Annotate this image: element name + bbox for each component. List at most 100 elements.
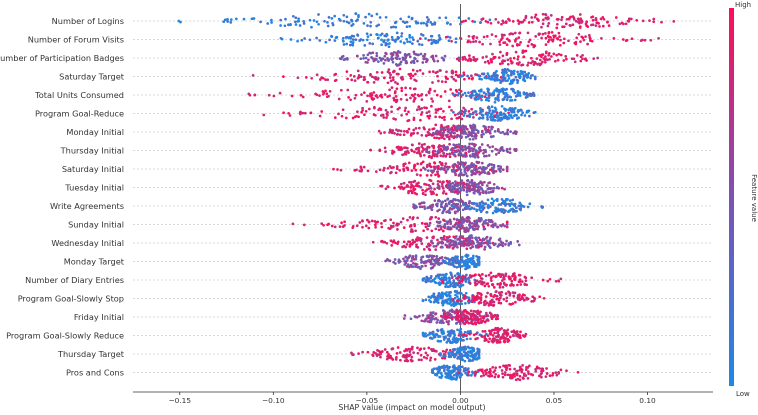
shap-dot xyxy=(504,272,508,276)
shap-dot xyxy=(390,131,394,135)
shap-dot xyxy=(387,355,391,359)
shap-dot xyxy=(397,36,401,40)
shap-dot xyxy=(426,145,430,149)
shap-dot xyxy=(388,88,391,92)
shap-dot xyxy=(457,265,461,268)
shap-dot xyxy=(486,291,489,295)
shap-dot xyxy=(511,116,514,120)
shap-dot xyxy=(463,330,467,334)
shap-dot xyxy=(586,42,589,46)
shap-dot xyxy=(353,169,357,172)
shap-dot xyxy=(465,337,469,341)
shap-dot xyxy=(533,110,537,114)
shap-dot xyxy=(392,96,396,100)
shap-dot xyxy=(474,295,478,299)
shap-dot xyxy=(379,93,383,97)
shap-dot xyxy=(489,21,493,25)
shap-dot xyxy=(439,296,443,300)
shap-dot xyxy=(538,58,542,62)
shap-dot xyxy=(531,373,535,377)
shap-dot xyxy=(483,330,487,333)
shap-dot xyxy=(422,334,426,338)
shap-dot xyxy=(532,63,536,66)
shap-dot xyxy=(341,225,345,228)
shap-dot xyxy=(355,54,359,58)
shap-dot xyxy=(400,185,404,189)
shap-dot xyxy=(349,98,352,102)
shap-dot xyxy=(385,116,388,119)
shap-dot xyxy=(363,113,366,117)
shap-dot xyxy=(468,131,472,135)
shap-dot xyxy=(431,127,435,131)
shap-dot xyxy=(450,308,454,312)
shap-dot xyxy=(432,149,436,153)
shap-dot xyxy=(407,127,411,131)
shap-dot xyxy=(509,99,512,102)
shap-dot xyxy=(436,328,439,332)
shap-dot xyxy=(324,78,327,81)
shap-dot xyxy=(473,352,477,356)
shap-dot xyxy=(278,91,282,95)
shap-dot xyxy=(472,55,475,59)
shap-dot xyxy=(443,166,446,170)
shap-dot xyxy=(475,208,479,212)
shap-dot xyxy=(436,179,440,183)
shap-dot xyxy=(352,353,355,356)
shap-dot xyxy=(508,19,511,22)
shap-dot xyxy=(486,59,490,63)
shap-dot xyxy=(541,32,545,36)
shap-dot xyxy=(491,91,495,95)
shap-dot xyxy=(475,238,478,242)
shap-dot xyxy=(481,272,484,276)
shap-dot xyxy=(494,17,498,21)
shap-dot xyxy=(386,185,390,188)
shap-dot xyxy=(595,21,599,25)
shap-dot xyxy=(503,331,506,334)
feature-swarm xyxy=(350,345,481,363)
shap-dot xyxy=(504,243,507,246)
shap-dot xyxy=(362,91,366,94)
shap-dot xyxy=(386,39,390,42)
shap-dot xyxy=(470,90,474,94)
shap-dot xyxy=(459,135,462,139)
shap-dot xyxy=(533,75,537,79)
shap-dot xyxy=(474,110,477,113)
shap-dot xyxy=(409,223,413,227)
shap-dot xyxy=(475,169,478,173)
shap-dot xyxy=(538,374,541,378)
shap-dot xyxy=(444,170,448,173)
shap-dot xyxy=(441,273,445,277)
shap-dot xyxy=(511,61,514,64)
shap-dot xyxy=(474,283,477,287)
shap-dot xyxy=(438,256,442,260)
shap-dot xyxy=(464,320,468,324)
shap-dot xyxy=(503,373,507,377)
shap-dot xyxy=(383,219,386,223)
shap-dot xyxy=(437,149,440,153)
shap-dot xyxy=(406,185,410,188)
shap-dot xyxy=(386,258,390,262)
shap-dot xyxy=(376,220,380,224)
shap-dot xyxy=(406,218,409,222)
shap-dot xyxy=(395,352,399,355)
shap-dot xyxy=(420,92,424,96)
shap-dot xyxy=(501,36,504,40)
shap-dot xyxy=(451,340,455,344)
shap-dot xyxy=(467,133,470,137)
shap-dot xyxy=(459,22,462,26)
shap-dot xyxy=(461,275,464,279)
shap-dot xyxy=(439,319,443,323)
shap-dot xyxy=(429,169,433,173)
shap-dot xyxy=(484,274,488,278)
shap-dot xyxy=(511,272,515,276)
shap-dot xyxy=(387,68,391,71)
shap-dot xyxy=(547,38,551,42)
feature-label: Monday Initial xyxy=(66,127,124,137)
shap-dot xyxy=(502,281,506,285)
shap-dot xyxy=(515,78,519,82)
shap-dot xyxy=(498,340,502,344)
shap-dot xyxy=(449,220,453,224)
shap-dot xyxy=(500,198,504,201)
shap-dot xyxy=(513,149,517,152)
shap-dot xyxy=(408,74,412,78)
